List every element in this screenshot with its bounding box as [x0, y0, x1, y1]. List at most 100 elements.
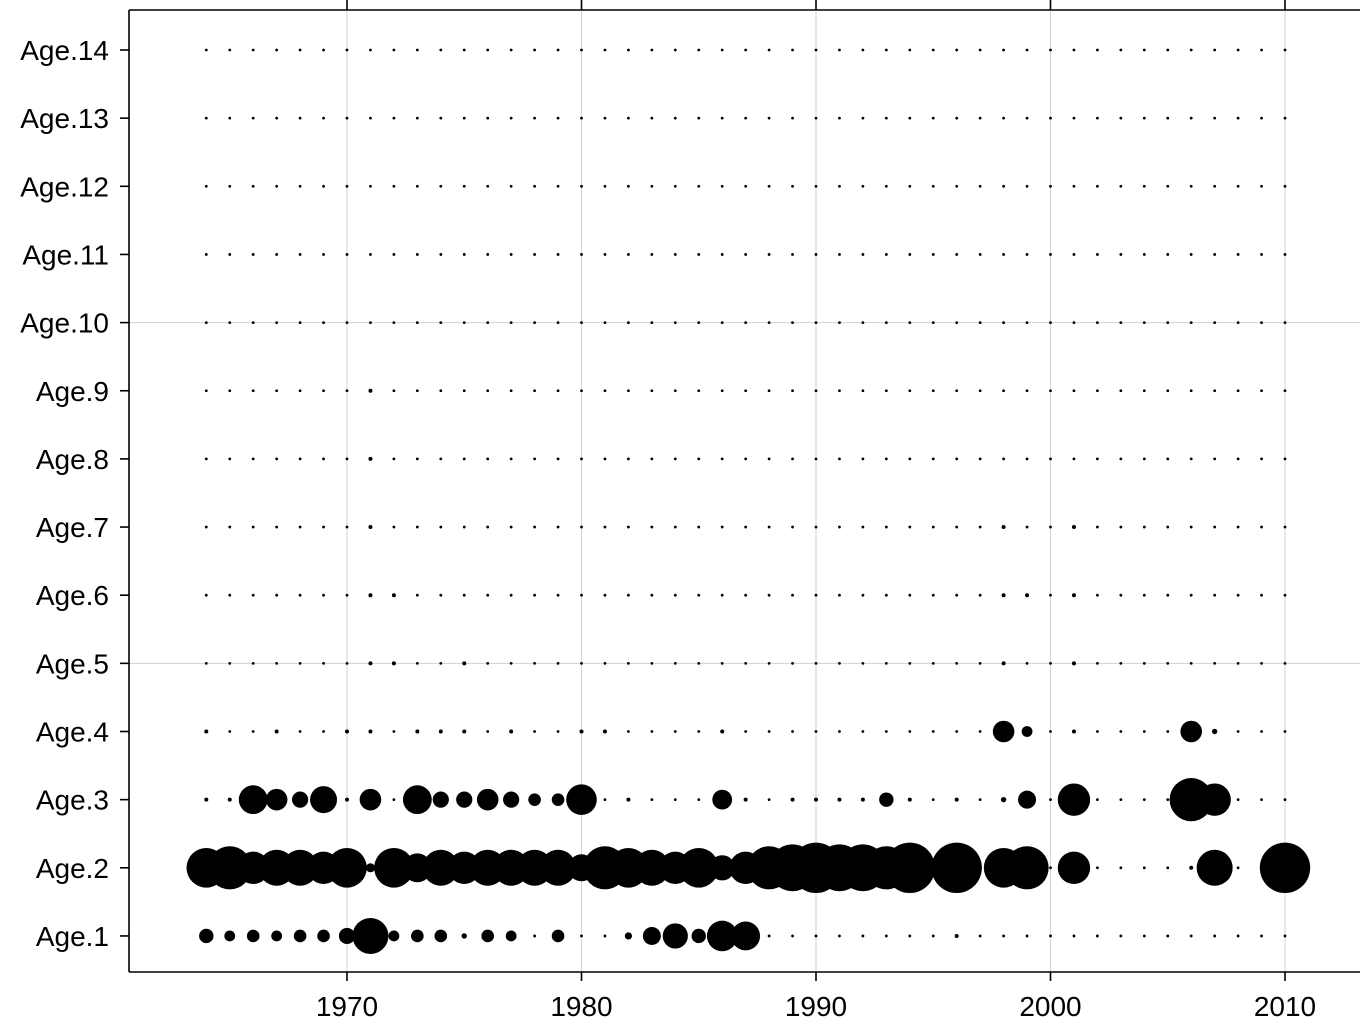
bubble-age-12-1972 [392, 184, 396, 188]
bubble-age-12-2007 [1213, 184, 1217, 188]
bubble-age-9-1996 [955, 389, 959, 393]
bubble-age-6-1981 [603, 593, 607, 597]
bubble-age-14-1991 [838, 48, 841, 52]
bubble-age-11-2000 [1049, 253, 1052, 256]
bubble-age-9-1970 [345, 389, 349, 393]
bubble-age-14-1982 [627, 48, 630, 52]
bubble-age-8-2002 [1096, 457, 1099, 461]
bubble-age-4-1985 [697, 730, 701, 733]
bubble-age-4-1989 [791, 730, 794, 733]
bubble-age-4-2006 [1180, 720, 1202, 743]
bubble-age-8-2008 [1236, 457, 1240, 461]
bubble-age-14-2006 [1189, 48, 1193, 52]
bubble-age-3-2007 [1198, 783, 1231, 816]
bubble-age-1-1995 [931, 934, 935, 938]
bubble-age-11-1972 [392, 253, 396, 256]
bubble-age-2-2005 [1166, 866, 1170, 870]
bubble-age-3-1970 [345, 797, 349, 802]
bubble-age-5-1991 [838, 661, 841, 665]
bubble-age-5-1997 [978, 661, 982, 665]
x-tick-label: 1990 [785, 991, 847, 1022]
bubble-age-13-1994 [908, 116, 912, 120]
bubble-age-13-2000 [1049, 116, 1052, 120]
bubble-age-10-1966 [251, 321, 255, 324]
x-axis-ticks: 1970 1980 1990 2000 2010 [316, 0, 1316, 1022]
bubble-age-2-1971 [365, 863, 375, 873]
bubble-age-11-1987 [744, 253, 748, 256]
bubble-age-6-2004 [1142, 593, 1146, 597]
bubble-age-4-2009 [1260, 730, 1263, 733]
bubble-age-11-1967 [275, 253, 279, 256]
bubble-age-13-2007 [1213, 116, 1217, 120]
bubble-age-7-2002 [1096, 525, 1099, 529]
bubble-age-9-2007 [1213, 389, 1217, 393]
bubble-age-5-1964 [204, 661, 208, 665]
bubble-age-2-1999 [1005, 846, 1049, 890]
bubble-age-10-1972 [392, 321, 396, 324]
bubble-age-11-1978 [533, 253, 536, 256]
bubble-age-3-2008 [1236, 798, 1240, 802]
bubble-age-4-1993 [884, 730, 888, 733]
bubble-age-1-2006 [1189, 934, 1193, 938]
bubble-age-7-1988 [767, 525, 771, 529]
bubble-age-13-1976 [486, 116, 490, 120]
bubble-age-13-2001 [1072, 116, 1076, 120]
bubble-age-14-1999 [1025, 48, 1029, 52]
bubble-age-3-1987 [743, 797, 748, 802]
bubble-age-7-1977 [509, 525, 513, 529]
bubble-age-10-1976 [486, 321, 490, 324]
bubble-age-9-2009 [1260, 389, 1263, 393]
bubble-age-10-1996 [955, 321, 959, 324]
bubble-age-14-1985 [697, 48, 701, 52]
bubble-age-13-1970 [345, 116, 349, 120]
bubble-age-11-1976 [486, 253, 490, 256]
bubble-age-11-1986 [720, 253, 724, 256]
bubble-age-6-2000 [1049, 593, 1052, 597]
bubble-age-8-1968 [298, 457, 302, 461]
bubble-age-7-1986 [720, 525, 724, 529]
bubble-age-6-1979 [556, 593, 560, 597]
bubble-age-14-1975 [462, 48, 466, 52]
bubble-age-4-1995 [931, 730, 935, 733]
bubble-age-7-1985 [697, 525, 701, 529]
bubble-age-9-1994 [908, 389, 912, 393]
bubble-age-13-1998 [1002, 116, 1005, 120]
bubble-age-7-1992 [861, 525, 865, 529]
bubble-age-11-2001 [1072, 253, 1076, 256]
bubble-age-8-1967 [275, 457, 279, 461]
bubble-age-11-1998 [1002, 253, 1005, 256]
bubble-age-4-1998 [992, 720, 1015, 743]
bubble-age-1-1969 [317, 929, 330, 943]
bubble-age-10-2007 [1213, 321, 1217, 324]
bubble-age-4-1982 [627, 730, 630, 733]
bubble-age-11-1974 [439, 253, 443, 256]
bubble-age-1-1965 [224, 930, 236, 942]
bubble-age-1-1998 [1002, 934, 1005, 938]
bubble-age-12-1985 [697, 184, 701, 188]
bubble-age-11-2006 [1189, 253, 1193, 256]
bubble-age-10-1971 [369, 321, 372, 324]
bubble-age-3-2001 [1057, 783, 1091, 816]
bubble-age-1-2007 [1213, 934, 1217, 938]
bubble-age-12-1971 [369, 184, 372, 188]
bubble-age-12-2002 [1096, 184, 1099, 188]
bubble-age-1-1993 [884, 934, 888, 938]
bubble-age-12-1970 [345, 184, 349, 188]
bubble-age-14-2001 [1072, 48, 1076, 52]
bubble-age-10-1969 [322, 321, 325, 324]
bubble-age-11-1996 [955, 253, 959, 256]
bubble-age-4-1999 [1021, 726, 1033, 737]
bubble-age-5-1990 [814, 661, 818, 665]
bubble-age-4-1974 [438, 729, 443, 734]
bubble-age-5-1972 [391, 661, 396, 666]
bubble-age-14-1992 [861, 48, 865, 52]
bubble-age-8-1995 [931, 457, 935, 461]
bubble-age-12-2008 [1236, 184, 1240, 188]
bubble-age-5-1992 [861, 661, 865, 665]
bubble-age-7-2005 [1166, 525, 1170, 529]
bubble-age-13-1982 [627, 116, 630, 120]
bubble-age-11-1973 [415, 253, 419, 256]
bubble-age-4-1980 [579, 729, 584, 734]
bubble-age-11-1970 [345, 253, 349, 256]
bubble-age-10-2001 [1072, 321, 1076, 324]
